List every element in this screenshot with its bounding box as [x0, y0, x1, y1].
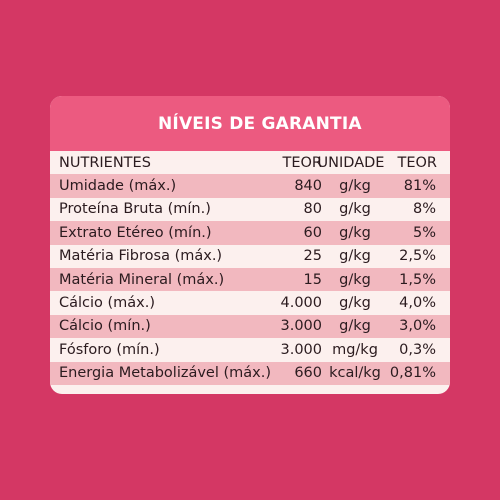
nutrient-percent: 3,0% — [399, 318, 436, 335]
nutrient-percent: 0,81% — [389, 364, 436, 381]
nutrient-unit: g/kg — [339, 318, 371, 335]
nutrient-unit: g/kg — [339, 294, 371, 311]
nutrient-percent: 1,5% — [399, 271, 436, 288]
nutrient-name: Matéria Fibrosa (máx.) — [59, 248, 223, 264]
nutrient-percent: 0,3% — [399, 341, 436, 358]
column-header-nutrients: NUTRIENTES — [59, 154, 151, 171]
nutrient-teor: 840 — [294, 177, 322, 194]
nutrient-unit: kcal/kg — [329, 364, 381, 381]
nutrition-table-card: NÍVEIS DE GARANTIA NUTRIENTES TEOR UNIDA… — [50, 96, 450, 394]
nutrient-teor: 25 — [303, 248, 322, 264]
nutrient-unit: g/kg — [339, 201, 371, 218]
table-row: Matéria Fibrosa (máx.) 25 g/kg 2,5% — [50, 244, 450, 268]
nutrient-teor: 660 — [294, 364, 322, 381]
table-row: Energia Metabolizável (máx.) 660 kcal/kg… — [50, 361, 450, 385]
nutrient-percent: 2,5% — [399, 248, 436, 264]
column-header-teor: TEOR — [282, 154, 322, 171]
column-header-percent: TEOR — [397, 154, 437, 171]
nutrient-unit: mg/kg — [332, 341, 378, 358]
table-title-bar: NÍVEIS DE GARANTIA — [50, 96, 450, 151]
nutrient-teor: 3.000 — [280, 341, 322, 358]
nutrient-teor: 4.000 — [280, 294, 322, 311]
table-row: Umidade (máx.) 840 g/kg 81% — [50, 174, 450, 198]
nutrient-unit: g/kg — [339, 177, 371, 194]
nutrient-teor: 15 — [303, 271, 322, 288]
column-header-unit: UNIDADE — [317, 154, 385, 171]
nutrient-name: Proteína Bruta (mín.) — [59, 201, 211, 218]
nutrient-percent: 4,0% — [399, 294, 436, 311]
nutrient-name: Cálcio (mín.) — [59, 318, 151, 335]
nutrient-name: Matéria Mineral (máx.) — [59, 271, 225, 288]
table-row: Fósforo (mín.) 3.000 mg/kg 0,3% — [50, 338, 450, 362]
nutrition-table: NUTRIENTES TEOR UNIDADE TEOR Umidade (má… — [50, 151, 450, 385]
nutrient-unit: g/kg — [339, 248, 371, 264]
nutrient-name: Umidade (máx.) — [59, 177, 177, 194]
table-row: Matéria Mineral (máx.) 15 g/kg 1,5% — [50, 267, 450, 292]
nutrient-name: Cálcio (máx.) — [59, 294, 156, 311]
table-row: Cálcio (mín.) 3.000 g/kg 3,0% — [50, 314, 450, 339]
nutrient-teor: 80 — [303, 201, 322, 218]
table-row: Cálcio (máx.) 4.000 g/kg 4,0% — [50, 291, 450, 315]
nutrient-teor: 3.000 — [280, 318, 322, 335]
table-row: Proteína Bruta (mín.) 80 g/kg 8% — [50, 197, 450, 222]
table-header-row: NUTRIENTES TEOR UNIDADE TEOR — [50, 151, 450, 175]
table-row: Extrato Etéreo (mín.) 60 g/kg 5% — [50, 221, 450, 245]
nutrient-name: Energia Metabolizável (máx.) — [59, 364, 271, 381]
table-title: NÍVEIS DE GARANTIA — [158, 114, 362, 134]
nutrient-percent: 81% — [403, 177, 436, 194]
nutrient-unit: g/kg — [339, 224, 371, 241]
nutrient-percent: 5% — [412, 224, 436, 241]
nutrient-percent: 8% — [412, 201, 436, 218]
nutrient-unit: g/kg — [339, 271, 371, 288]
nutrient-teor: 60 — [303, 224, 322, 241]
nutrient-name: Fósforo (mín.) — [59, 341, 160, 358]
nutrient-name: Extrato Etéreo (mín.) — [59, 224, 212, 241]
